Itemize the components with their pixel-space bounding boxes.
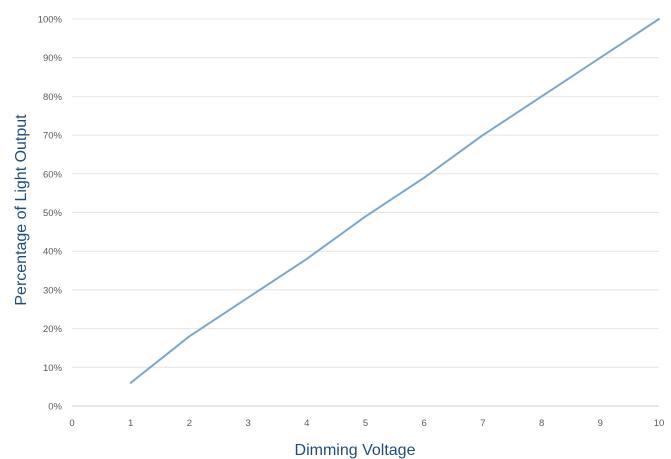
x-tick-label: 9 — [598, 418, 603, 429]
y-tick-label: 40% — [43, 247, 63, 258]
y-axis-ticks: 0% 10% 20% 30% 40% 50% 60% 70% 80% 90% 100% — [38, 15, 63, 413]
y-tick-label: 30% — [43, 285, 63, 296]
y-tick-label: 100% — [38, 15, 63, 26]
series-group — [129, 18, 660, 384]
x-tick-label: 0 — [69, 418, 74, 429]
x-tick-label: 8 — [539, 418, 544, 429]
y-tick-label: 10% — [43, 363, 63, 374]
gridlines — [72, 18, 659, 407]
x-axis-ticks: 0 1 2 3 4 5 6 7 8 9 10 — [69, 418, 664, 429]
x-tick-label: 3 — [245, 418, 250, 429]
y-tick-label: 70% — [43, 131, 63, 142]
y-tick-label: 20% — [43, 324, 63, 335]
y-tick-label: 90% — [43, 53, 63, 64]
x-tick-label: 7 — [480, 418, 485, 429]
y-tick-label: 60% — [43, 169, 63, 180]
y-tick-label: 0% — [48, 402, 62, 413]
series-line-0 — [129, 18, 660, 384]
x-axis-title: Dimming Voltage — [295, 442, 416, 459]
x-tick-label: 5 — [363, 418, 368, 429]
x-tick-label: 1 — [128, 418, 133, 429]
y-axis-title: Percentage of Light Output — [13, 114, 30, 306]
x-tick-label: 2 — [187, 418, 192, 429]
x-tick-label: 10 — [654, 418, 665, 429]
y-tick-label: 80% — [43, 92, 63, 103]
x-tick-label: 6 — [422, 418, 427, 429]
x-tick-label: 4 — [304, 418, 309, 429]
y-tick-label: 50% — [43, 208, 63, 219]
